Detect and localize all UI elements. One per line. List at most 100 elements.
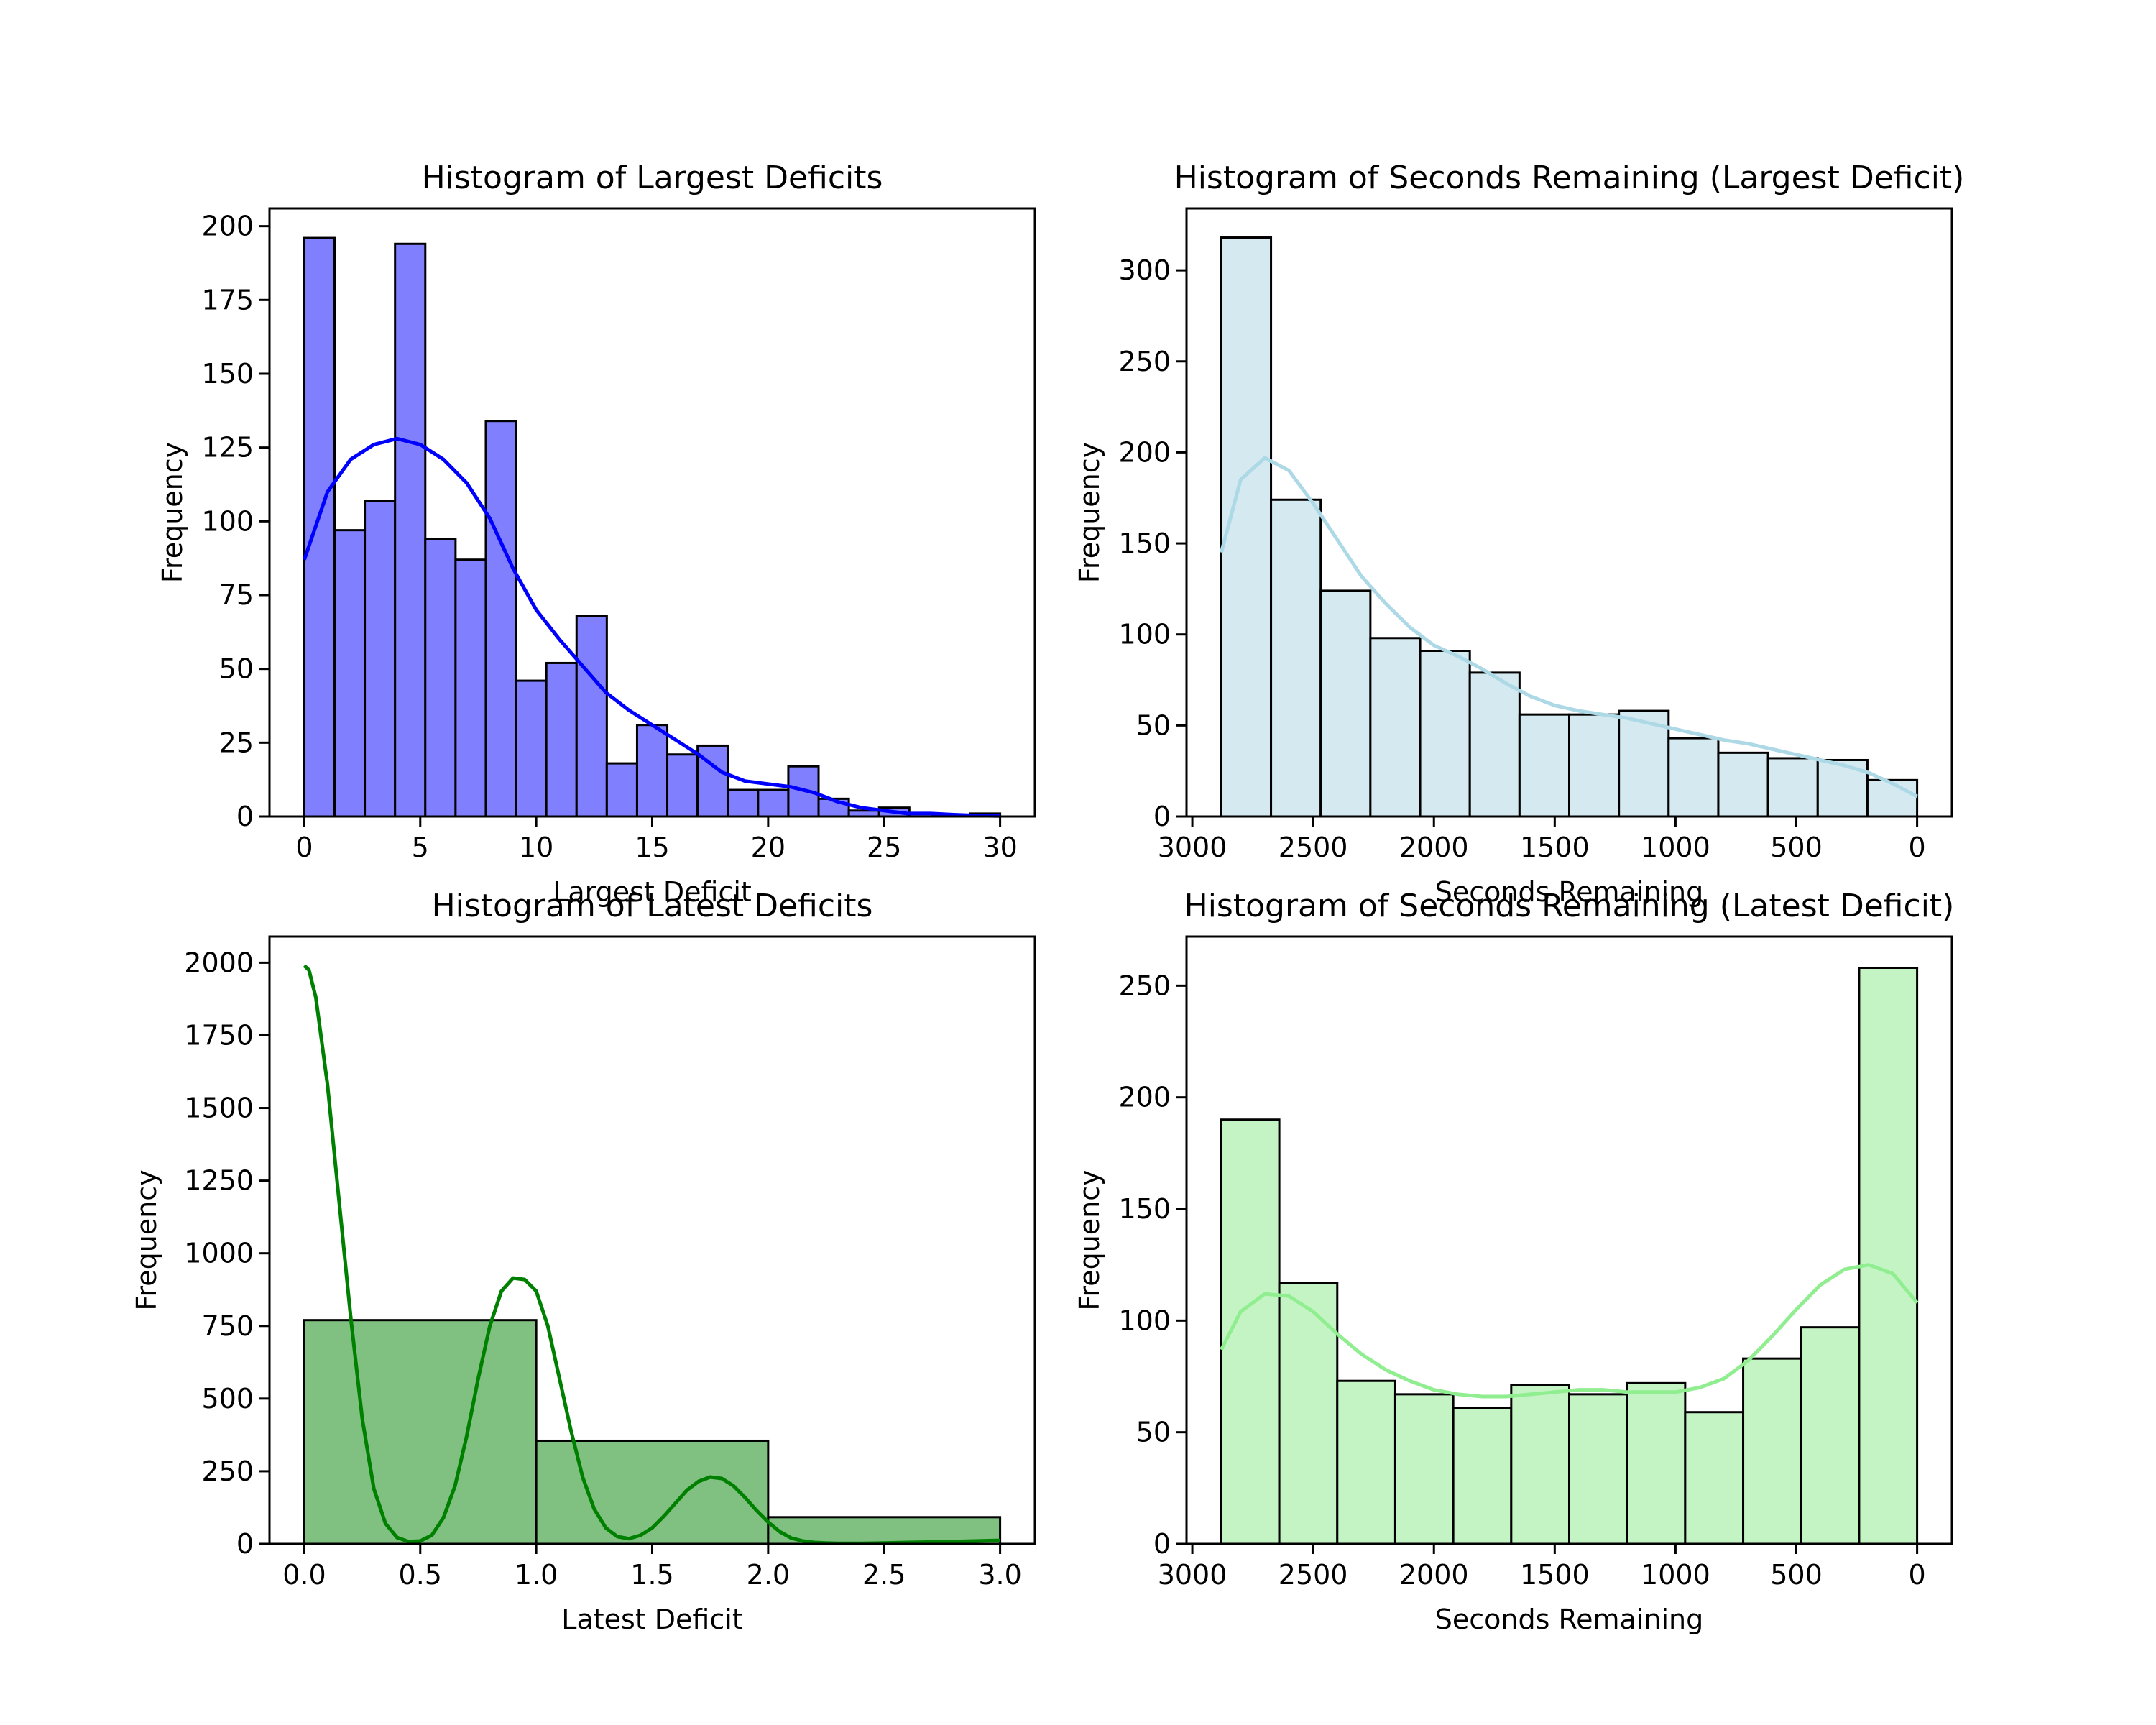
y-tick-label: 75: [219, 579, 254, 611]
y-axis-label: Frequency: [1074, 1169, 1105, 1310]
histogram-bar: [515, 679, 548, 818]
y-tick-label: 1750: [184, 1019, 254, 1051]
y-tick-label: 100: [1118, 1305, 1171, 1336]
histogram-bar: [1518, 713, 1570, 818]
x-tick-label: 2.5: [862, 1559, 906, 1591]
y-tick-label: 100: [1118, 619, 1171, 650]
x-tick-label: 15: [635, 832, 669, 863]
kde-line: [303, 436, 1000, 818]
x-axis-label: Latest Deficit: [561, 1604, 742, 1635]
y-tick-label: 150: [1118, 1193, 1171, 1225]
x-axis-label: Seconds Remaining: [1435, 876, 1704, 908]
x-tick-label: 3.0: [978, 1559, 1021, 1591]
chart-title: Histogram of Seconds Remaining (Latest D…: [1184, 888, 1955, 924]
x-tick-label: 10: [519, 832, 553, 863]
y-axis-label: Frequency: [131, 1169, 162, 1310]
histogram-bar: [1800, 1326, 1861, 1545]
histogram-bar: [545, 661, 578, 818]
histogram-bar: [1278, 1282, 1339, 1545]
x-tick-label: 1500: [1520, 832, 1590, 863]
x-tick-label: 1500: [1520, 1559, 1590, 1591]
x-tick-label: 0.5: [399, 1559, 442, 1591]
histogram-bar: [484, 420, 517, 818]
y-tick-label: 1250: [184, 1165, 254, 1197]
histogram-bar: [1684, 1411, 1745, 1545]
x-tick-label: 3000: [1158, 1559, 1227, 1591]
y-tick-label: 1000: [184, 1238, 254, 1269]
y-tick-label: 1500: [184, 1092, 254, 1124]
y-tick-label: 150: [201, 358, 254, 390]
chart-title: Histogram of Seconds Remaining (Largest …: [1174, 160, 1965, 196]
x-tick-label: 500: [1770, 1559, 1823, 1591]
histogram-bar: [1369, 637, 1422, 818]
x-tick-label: 0: [295, 832, 313, 863]
y-tick-label: 50: [1136, 1417, 1171, 1448]
histogram-bar: [1858, 966, 1919, 1545]
kde-line: [1219, 456, 1918, 799]
x-tick-label: 0.0: [282, 1559, 326, 1591]
y-tick-label: 500: [201, 1383, 254, 1414]
histogram-bar: [1336, 1379, 1396, 1545]
axes-frame: [1185, 935, 1953, 1545]
y-tick-label: 200: [1118, 1082, 1171, 1113]
y-tick-label: 0: [236, 1528, 254, 1560]
x-tick-label: 1000: [1641, 1559, 1710, 1591]
x-tick-label: 0: [1908, 832, 1925, 863]
histogram-bar: [364, 500, 397, 818]
y-tick-label: 2000: [184, 947, 254, 978]
y-tick-label: 200: [201, 211, 254, 242]
chart-title: Histogram of Latest Deficits: [432, 888, 873, 924]
y-tick-label: 250: [1118, 346, 1171, 377]
y-tick-label: 100: [201, 505, 254, 537]
chart-panel-1: 0 5 10 15 20 25 30 0 25 50 75 100 125 150 175 200 Histog…: [157, 160, 1036, 908]
y-tick-label: 50: [219, 653, 254, 685]
x-tick-label: 2500: [1279, 832, 1348, 863]
histogram-bar: [303, 1319, 538, 1545]
x-tick-label: 20: [751, 832, 786, 863]
y-tick-label: 25: [219, 727, 254, 758]
kde-line: [1220, 1263, 1919, 1399]
histogram-bar: [727, 788, 760, 818]
x-tick-label: 1.5: [630, 1559, 673, 1591]
histogram-bar: [1270, 498, 1322, 818]
y-tick-label: 250: [201, 1455, 254, 1487]
histogram-bar: [605, 762, 638, 818]
histogram-bar: [1866, 778, 1919, 818]
y-tick-label: 750: [201, 1310, 254, 1342]
histogram-bar: [303, 236, 336, 818]
histogram-bar: [1452, 1406, 1513, 1545]
histogram-bar: [1419, 650, 1471, 818]
y-tick-label: 150: [1118, 528, 1171, 559]
histogram-bar: [1626, 1381, 1687, 1545]
chart-panel-4: 3000 2500 2000 1500 1000 500 0 0 50 100 150 200 250 H…: [1074, 888, 1954, 1635]
x-tick-label: 25: [867, 832, 901, 863]
histogram-bar: [757, 788, 790, 818]
kde-line: [303, 964, 1000, 1545]
x-tick-label: 500: [1770, 832, 1823, 863]
histogram-bar: [1393, 1393, 1455, 1545]
chart-title: Histogram of Largest Deficits: [422, 160, 883, 196]
histogram-bar: [1766, 757, 1819, 818]
axes-frame: [1185, 207, 1953, 818]
x-axis-label: Seconds Remaining: [1435, 1604, 1704, 1635]
chart-panel-3: 0.0 0.5 1.0 1.5 2.0 2.5 3.0 0 250 500 750 1000 1250 1…: [131, 888, 1036, 1635]
x-tick-label: 1000: [1641, 832, 1710, 863]
y-axis-label: Frequency: [1074, 442, 1105, 583]
x-tick-label: 2000: [1399, 832, 1469, 863]
x-tick-label: 5: [412, 832, 429, 863]
histogram-bar: [1717, 751, 1769, 818]
x-tick-label: 0: [1908, 1559, 1925, 1591]
x-axis-label: Largest Deficit: [553, 876, 752, 908]
y-tick-label: 0: [1153, 801, 1171, 832]
x-tick-label: 30: [982, 832, 1017, 863]
x-tick-label: 2500: [1279, 1559, 1348, 1591]
histogram-bar: [1742, 1357, 1802, 1545]
histogram-bar: [767, 1516, 1002, 1545]
x-tick-label: 2000: [1399, 1559, 1469, 1591]
y-tick-label: 175: [201, 284, 254, 316]
histogram-bar: [424, 538, 457, 818]
y-tick-label: 300: [1118, 254, 1171, 286]
x-tick-label: 1.0: [515, 1559, 558, 1591]
y-tick-label: 250: [1118, 970, 1171, 1001]
